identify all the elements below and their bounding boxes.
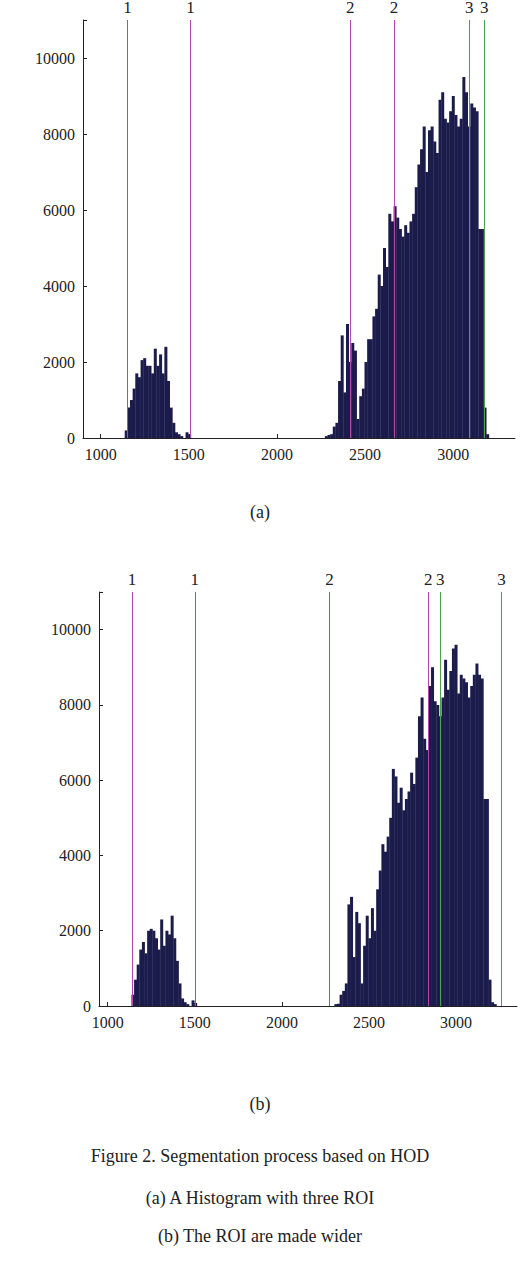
svg-text:0: 0 — [83, 998, 91, 1015]
svg-text:1: 1 — [191, 570, 200, 589]
svg-text:2500: 2500 — [349, 446, 381, 463]
svg-text:10000: 10000 — [35, 50, 75, 67]
svg-text:1: 1 — [128, 570, 137, 589]
svg-text:2000: 2000 — [266, 1014, 298, 1031]
svg-text:8000: 8000 — [43, 126, 75, 143]
svg-text:1000: 1000 — [85, 446, 117, 463]
svg-text:2: 2 — [346, 0, 355, 17]
svg-text:3000: 3000 — [437, 446, 469, 463]
svg-text:3: 3 — [465, 0, 474, 17]
html-text:Figure 2. Segmentation process: Figure 2. Segmentation process based on … — [90, 1146, 430, 1166]
svg-text:1000: 1000 — [92, 1014, 124, 1031]
svg-text:3: 3 — [480, 0, 489, 17]
html-text:(a): (a) — [250, 502, 270, 522]
html-text:(b) The ROI are made wider: (b) The ROI are made wider — [158, 1226, 362, 1246]
svg-text:2: 2 — [390, 0, 399, 17]
svg-text:1500: 1500 — [173, 446, 205, 463]
html-text:(a) A Histogram with three ROI: (a) A Histogram with three ROI — [145, 1188, 375, 1208]
svg-text:3: 3 — [497, 570, 506, 589]
svg-text:2: 2 — [424, 570, 433, 589]
svg-text:2000: 2000 — [59, 922, 91, 939]
svg-text:4000: 4000 — [59, 847, 91, 864]
svg-text:1: 1 — [123, 0, 131, 17]
svg-text:6000: 6000 — [59, 772, 91, 789]
svg-text:10000: 10000 — [51, 621, 91, 638]
svg-text:4000: 4000 — [43, 278, 75, 295]
svg-text:3000: 3000 — [440, 1014, 472, 1031]
svg-text:6000: 6000 — [43, 202, 75, 219]
svg-text:1500: 1500 — [179, 1014, 211, 1031]
svg-text:0: 0 — [67, 430, 75, 447]
svg-text:2000: 2000 — [43, 354, 75, 371]
svg-text:2: 2 — [325, 570, 334, 589]
svg-text:3: 3 — [436, 570, 445, 589]
svg-text:8000: 8000 — [59, 696, 91, 713]
svg-text:2000: 2000 — [261, 446, 293, 463]
svg-text:2500: 2500 — [353, 1014, 385, 1031]
html-text:(b): (b) — [249, 1094, 271, 1114]
svg-text:1: 1 — [186, 0, 195, 17]
